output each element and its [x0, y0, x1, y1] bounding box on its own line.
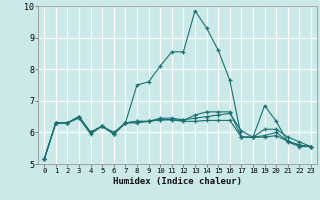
- X-axis label: Humidex (Indice chaleur): Humidex (Indice chaleur): [113, 177, 242, 186]
